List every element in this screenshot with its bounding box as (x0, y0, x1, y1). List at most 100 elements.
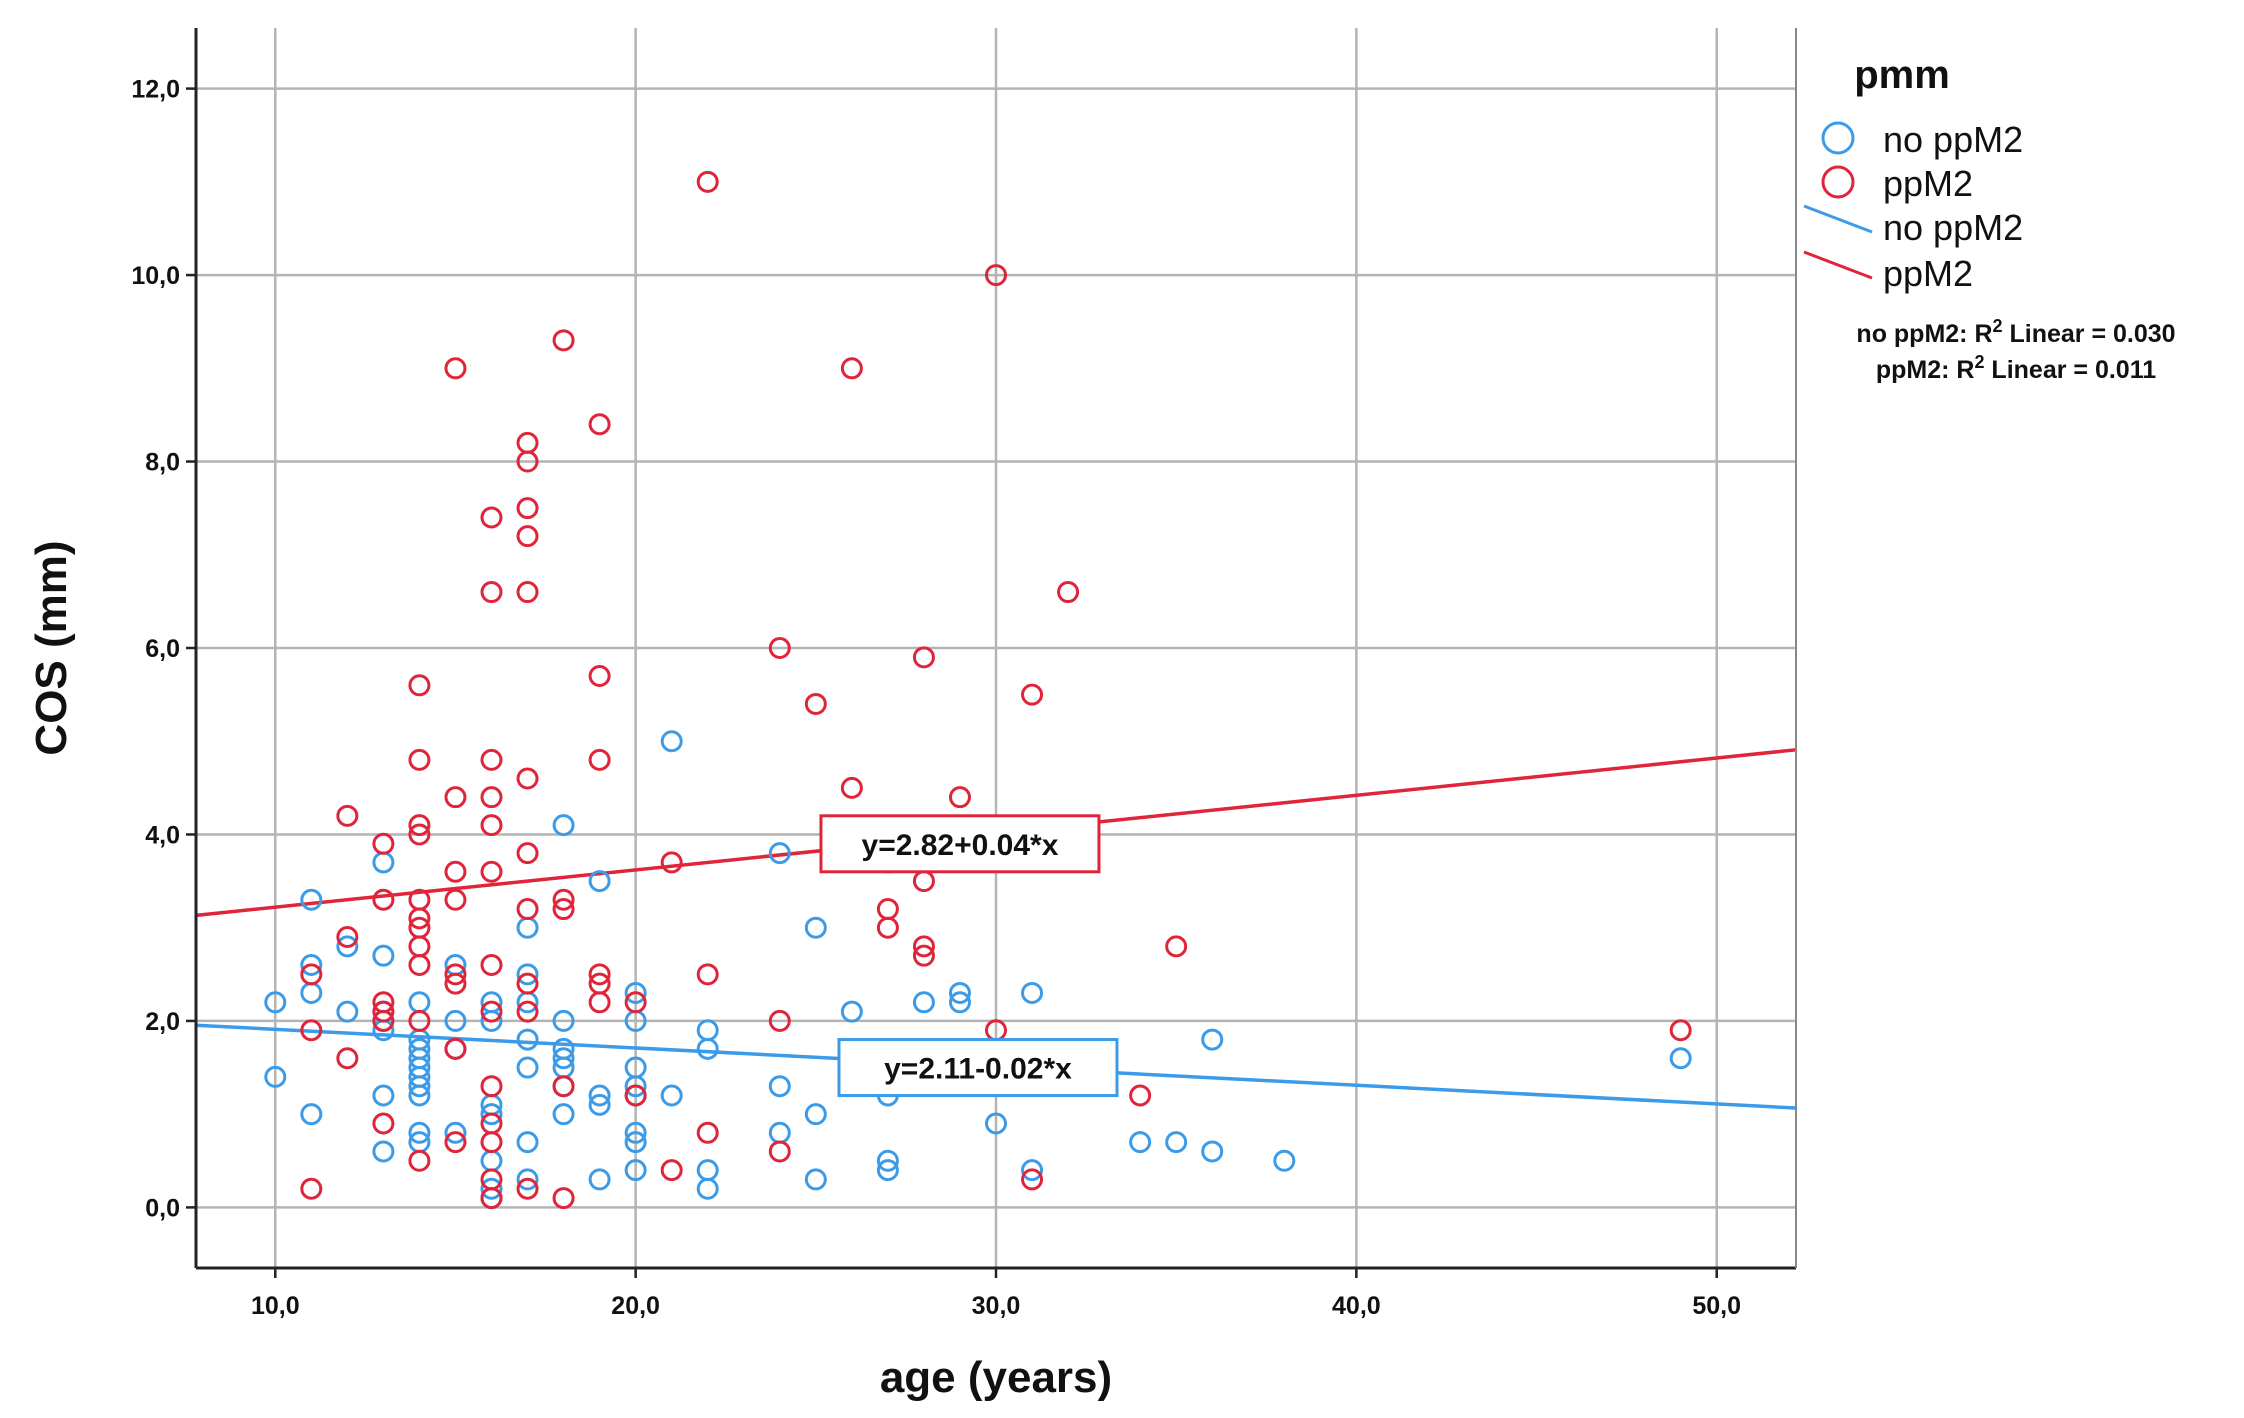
point-ppm2 (840, 357, 863, 380)
point-no-ppm2 (444, 1009, 467, 1032)
point-ppm2 (516, 972, 539, 995)
point-ppm2 (300, 1019, 323, 1042)
point-ppm2 (516, 431, 539, 454)
point-ppm2 (480, 953, 503, 976)
grid-lines (196, 28, 1796, 1268)
point-ppm2 (516, 842, 539, 865)
point-ppm2 (300, 963, 323, 986)
point-no-ppm2 (516, 1056, 539, 1079)
point-no-ppm2 (588, 870, 611, 893)
point-ppm2 (444, 888, 467, 911)
y-tick-label: 0,0 (145, 1194, 180, 1222)
point-ppm2 (516, 898, 539, 921)
point-no-ppm2 (912, 991, 935, 1014)
point-ppm2 (516, 1000, 539, 1023)
point-ppm2 (408, 935, 431, 958)
point-ppm2 (444, 972, 467, 995)
fit-label-box (819, 814, 1101, 874)
point-no-ppm2 (552, 1103, 575, 1126)
point-no-ppm2 (696, 1019, 719, 1042)
point-ppm2 (768, 1009, 791, 1032)
point-no-ppm2 (552, 1047, 575, 1070)
point-ppm2 (1021, 683, 1044, 706)
point-ppm2 (588, 664, 611, 687)
point-no-ppm2 (444, 1121, 467, 1144)
point-ppm2 (408, 1009, 431, 1032)
legend-item-label: ppM2 (1883, 253, 1973, 294)
point-no-ppm2 (840, 1000, 863, 1023)
point-ppm2 (516, 497, 539, 520)
fit-equation-labels: y=2.11-0.02*x y=2.82+0.04*x (819, 814, 1119, 1098)
point-ppm2 (588, 991, 611, 1014)
point-no-ppm2 (372, 1084, 395, 1107)
point-ppm2 (372, 1009, 395, 1032)
point-no-ppm2 (516, 916, 539, 939)
point-ppm2 (552, 898, 575, 921)
x-axis-title: age (years) (880, 1353, 1112, 1402)
point-ppm2 (408, 953, 431, 976)
point-ppm2 (876, 916, 899, 939)
point-ppm2 (552, 1075, 575, 1098)
point-no-ppm2 (264, 991, 287, 1014)
y-tick-label: 4,0 (145, 821, 180, 849)
point-ppm2 (948, 786, 971, 809)
point-no-ppm2 (1201, 1140, 1224, 1163)
point-ppm2 (516, 525, 539, 548)
point-no-ppm2 (804, 916, 827, 939)
point-ppm2 (336, 1047, 359, 1070)
point-no-ppm2 (336, 935, 359, 958)
point-ppm2 (480, 786, 503, 809)
point-ppm2 (552, 329, 575, 352)
legend-title: pmm (1854, 53, 1950, 97)
point-no-ppm2 (624, 981, 647, 1004)
point-ppm2 (624, 1084, 647, 1107)
point-ppm2 (912, 646, 935, 669)
y-tick-label: 10,0 (131, 262, 180, 290)
point-no-ppm2 (588, 1084, 611, 1107)
x-tick-label: 30,0 (972, 1292, 1021, 1320)
point-no-ppm2 (372, 851, 395, 874)
point-no-ppm2 (1021, 1159, 1044, 1182)
r2-note: ppM2: R2 Linear = 0.011 (1876, 352, 2156, 384)
point-ppm2 (444, 786, 467, 809)
point-ppm2 (480, 506, 503, 529)
point-ppm2 (300, 1177, 323, 1200)
point-ppm2 (408, 748, 431, 771)
fit-equation-label: y=2.11-0.02*x (884, 1053, 1072, 1086)
legend-line-ppm2 (1803, 250, 1873, 280)
point-ppm2 (624, 991, 647, 1014)
point-ppm2 (480, 1000, 503, 1023)
point-ppm2 (768, 637, 791, 659)
point-no-ppm2 (985, 1112, 1007, 1135)
point-no-ppm2 (804, 1168, 827, 1191)
y-tick-label: 8,0 (145, 449, 180, 477)
point-no-ppm2 (480, 1177, 503, 1200)
point-no-ppm2 (372, 1140, 395, 1163)
point-ppm2 (480, 581, 503, 604)
point-no-ppm2 (372, 944, 395, 967)
point-ppm2 (840, 776, 863, 799)
point-ppm2 (444, 963, 467, 986)
point-no-ppm2 (516, 1131, 539, 1154)
point-ppm2 (660, 851, 683, 874)
legend-marker-ppm2 (1821, 165, 1855, 199)
point-no-ppm2 (480, 1103, 503, 1126)
point-no-ppm2 (624, 1075, 647, 1098)
point-no-ppm2 (300, 1103, 323, 1126)
y-tick-label: 2,0 (145, 1008, 180, 1036)
point-no-ppm2 (1129, 1131, 1152, 1154)
point-no-ppm2 (876, 1159, 899, 1182)
r2-note: no ppM2: R2 Linear = 0.030 (1856, 316, 2175, 348)
point-no-ppm2 (516, 963, 539, 986)
point-no-ppm2 (516, 1028, 539, 1051)
x-tick-label: 20,0 (611, 1292, 660, 1320)
point-no-ppm2 (336, 1000, 359, 1023)
x-tick-label: 40,0 (1332, 1292, 1381, 1320)
point-no-ppm2 (1273, 1149, 1296, 1172)
point-ppm2 (1021, 1168, 1044, 1191)
point-ppm2 (480, 814, 503, 837)
point-ppm2 (480, 860, 503, 883)
point-ppm2 (804, 692, 827, 715)
legend-item-label: no ppM2 (1883, 119, 2023, 160)
